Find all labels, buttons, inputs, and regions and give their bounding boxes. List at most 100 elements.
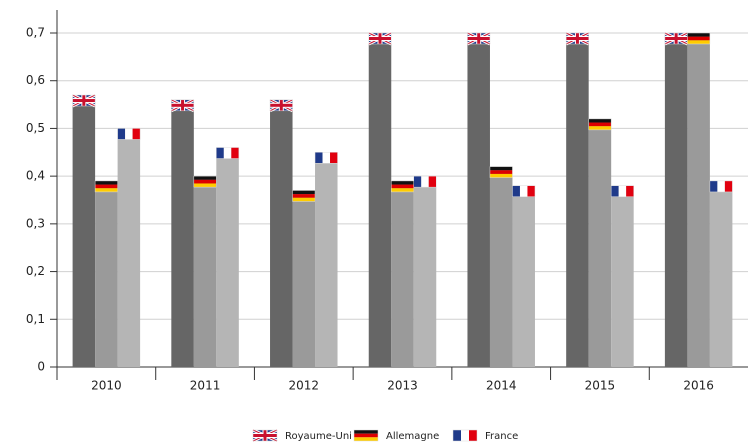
flag: [216, 147, 240, 159]
flag-stripe: [315, 152, 323, 164]
flag: [687, 32, 711, 45]
bar: [512, 185, 535, 367]
x-tick-label: 2013: [387, 379, 418, 393]
flag-cross: [566, 37, 589, 40]
flag-stripe: [717, 180, 725, 192]
legend-label: Royaume-Uni: [285, 431, 352, 442]
flag-stripe: [216, 147, 224, 159]
flag-stripe: [489, 166, 513, 171]
flag: [391, 180, 414, 193]
flag-stripe: [709, 180, 718, 192]
flag-stripe: [588, 126, 612, 130]
flag: [269, 98, 294, 113]
flag-border: [216, 147, 240, 159]
bar: [611, 185, 634, 367]
flag-stripe: [687, 36, 710, 41]
flag: [610, 185, 634, 197]
flag-stripe: [428, 176, 437, 188]
flag-stripe: [354, 430, 378, 434]
flag-stripe: [292, 197, 316, 202]
y-tick-label: 0,4: [26, 169, 45, 183]
flag-stripe: [117, 128, 126, 140]
flag: [565, 31, 590, 46]
flag-stripe: [489, 173, 513, 178]
flag: [314, 152, 338, 164]
y-tick-label: 0,6: [26, 73, 45, 87]
flag: [466, 31, 491, 46]
flag-stripe: [519, 185, 528, 197]
bar: [687, 33, 710, 367]
y-tick-label: 0,2: [26, 264, 45, 278]
flag-cross: [664, 37, 688, 40]
flag-stripe: [453, 430, 461, 441]
x-tick-label: 2016: [683, 379, 714, 393]
y-tick-label: 0,7: [26, 26, 45, 40]
flag-border: [368, 32, 392, 45]
bar: [216, 147, 239, 367]
bar: [72, 95, 96, 368]
flag-cross: [171, 103, 194, 107]
bar: [664, 33, 688, 367]
flag: [489, 166, 513, 178]
flag-stripe: [687, 33, 710, 37]
y-tick-label: 0,3: [26, 216, 45, 230]
flag-cross: [467, 37, 490, 40]
flag-border: [610, 185, 634, 197]
flag-stripe: [724, 180, 733, 192]
flag-border: [314, 152, 338, 164]
flag-stripe: [391, 188, 414, 192]
flag-border: [117, 128, 141, 140]
flag-stripe: [132, 128, 141, 140]
flag: [664, 31, 689, 46]
flag: [588, 118, 612, 131]
y-tick-label: 0,1: [26, 312, 45, 326]
flag-cross: [270, 103, 293, 107]
x-tick-label: 2015: [585, 379, 616, 393]
flag-stripe: [469, 430, 477, 441]
bar: [413, 176, 437, 367]
flag-cross: [253, 434, 277, 437]
flag-stripe: [223, 147, 232, 159]
bar: [270, 99, 293, 368]
bar: [489, 166, 513, 367]
flag-cross: [72, 99, 96, 103]
flag: [512, 185, 536, 197]
legend-label: Allemagne: [386, 431, 439, 442]
flag-border: [252, 429, 278, 442]
flag-border: [72, 94, 96, 107]
bar: [368, 33, 392, 367]
flag-stripe: [330, 152, 338, 164]
flag-border: [512, 185, 536, 197]
y-tick-label: 0: [37, 360, 45, 374]
bar: [709, 180, 733, 367]
legend-label: France: [485, 431, 518, 442]
flag-stripe: [354, 437, 378, 441]
flag: [193, 175, 217, 188]
flag-stripe: [611, 185, 619, 197]
flag-stripe: [588, 122, 612, 127]
flag-border: [269, 99, 293, 112]
flag-stripe: [391, 184, 414, 189]
flag-stripe: [95, 184, 118, 189]
flag-border: [452, 429, 478, 442]
flag-border: [489, 166, 513, 178]
flag: [452, 429, 478, 442]
bar: [292, 190, 316, 367]
flag: [709, 180, 733, 193]
flag-stripe: [322, 152, 331, 164]
bar: [391, 180, 414, 367]
bar: [171, 99, 194, 368]
x-tick-label: 2011: [190, 379, 221, 393]
bar: [117, 128, 141, 367]
flag: [71, 93, 96, 108]
y-tick-label: 0,5: [26, 121, 45, 135]
bar: [95, 180, 118, 367]
flag-border: [467, 32, 491, 45]
flag-cross: [368, 37, 392, 40]
bar: [467, 33, 490, 367]
flag-border: [353, 429, 379, 442]
flag-stripe: [193, 183, 217, 188]
flag-border: [588, 118, 612, 131]
bar: [315, 152, 338, 367]
